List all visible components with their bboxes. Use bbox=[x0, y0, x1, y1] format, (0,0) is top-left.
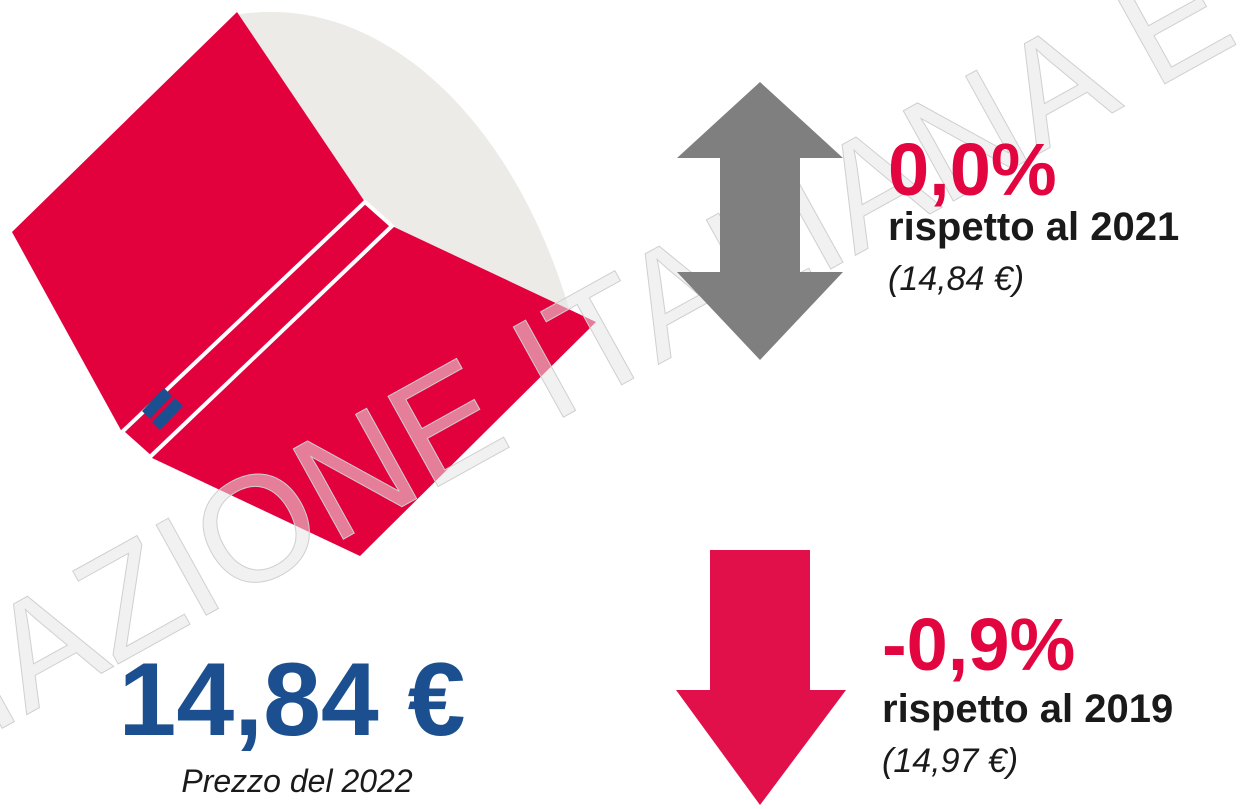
book-stripe bbox=[142, 388, 172, 419]
book-stripe bbox=[152, 398, 183, 430]
change: -0,9% bbox=[882, 603, 1075, 686]
book-cover-right bbox=[150, 226, 596, 556]
double-arrow bbox=[677, 82, 843, 360]
comparison-label: rispetto al 2019 bbox=[882, 687, 1173, 731]
book-spine bbox=[119, 199, 395, 460]
reference-price: (14,84 €) bbox=[888, 260, 1024, 298]
change: 0,0% bbox=[888, 128, 1057, 211]
down-arrow bbox=[676, 550, 846, 805]
reference-price: (14,97 €) bbox=[882, 742, 1018, 780]
comparison-label: rispetto al 2021 bbox=[888, 205, 1179, 249]
price: 14,84 € bbox=[119, 642, 466, 758]
book-illustration bbox=[12, 11, 596, 556]
price-caption: Prezzo del 2022 bbox=[181, 763, 412, 799]
book-cover-left bbox=[12, 12, 365, 432]
